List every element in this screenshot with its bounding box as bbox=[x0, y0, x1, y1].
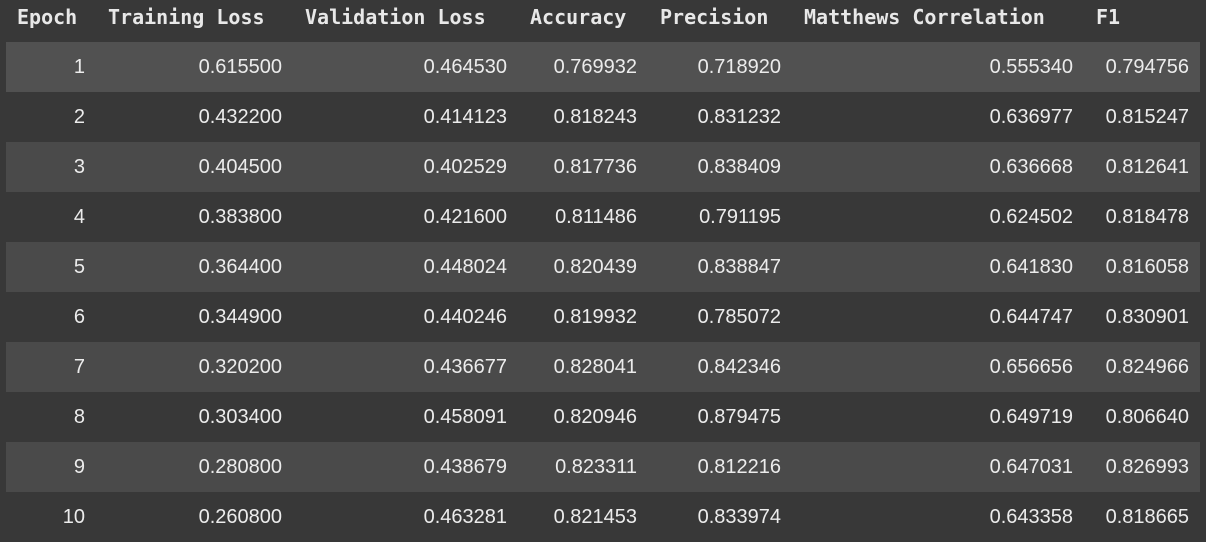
cell-f1: 0.818665 bbox=[1105, 506, 1189, 528]
cell-f1: 0.794756 bbox=[1105, 56, 1189, 78]
cell-epoch: 8 bbox=[73, 406, 85, 428]
cell-epoch: 4 bbox=[73, 206, 85, 228]
cell-accuracy: 0.817736 bbox=[553, 156, 637, 178]
cell-precision: 0.842346 bbox=[697, 356, 781, 378]
cell-precision: 0.718920 bbox=[697, 56, 781, 78]
cell-accuracy: 0.820946 bbox=[553, 406, 637, 428]
cell-matthews-correlation: 0.636668 bbox=[989, 156, 1073, 178]
cell-training-loss: 0.432200 bbox=[198, 106, 282, 128]
table-row: 9 0.280800 0.438679 0.823311 0.812216 0.64703… bbox=[6, 442, 1200, 492]
cell-epoch: 5 bbox=[73, 256, 85, 278]
table-row: 3 0.404500 0.402529 0.817736 0.838409 0.63666… bbox=[6, 142, 1200, 192]
cell-precision: 0.831232 bbox=[697, 106, 781, 128]
cell-f1: 0.826993 bbox=[1105, 456, 1189, 478]
cell-validation-loss: 0.464530 bbox=[423, 56, 507, 78]
cell-validation-loss: 0.448024 bbox=[423, 256, 507, 278]
table-row: 5 0.364400 0.448024 0.820439 0.838847 0.64183… bbox=[6, 242, 1200, 292]
table-header-row: Epoch Training Loss Validation Loss Accu… bbox=[0, 0, 1206, 36]
cell-precision: 0.833974 bbox=[697, 506, 781, 528]
column-header-epoch: Epoch bbox=[17, 5, 78, 29]
cell-epoch: 10 bbox=[62, 506, 85, 528]
cell-accuracy: 0.818243 bbox=[553, 106, 637, 128]
column-header-accuracy: Accuracy bbox=[530, 5, 627, 29]
cell-matthews-correlation: 0.641830 bbox=[989, 256, 1073, 278]
column-header-training-loss: Training Loss bbox=[108, 5, 265, 29]
column-header-validation-loss: Validation Loss bbox=[305, 5, 486, 29]
cell-f1: 0.812641 bbox=[1105, 156, 1189, 178]
table-row: 7 0.320200 0.436677 0.828041 0.842346 0.65665… bbox=[6, 342, 1200, 392]
table-row: 4 0.383800 0.421600 0.811486 0.791195 0.62450… bbox=[6, 192, 1200, 242]
cell-matthews-correlation: 0.636977 bbox=[989, 106, 1073, 128]
cell-epoch: 2 bbox=[73, 106, 85, 128]
column-header-f1: F1 bbox=[1096, 5, 1121, 29]
cell-f1: 0.806640 bbox=[1105, 406, 1189, 428]
table-row: 8 0.303400 0.458091 0.820946 0.879475 0.64971… bbox=[6, 392, 1200, 442]
cell-accuracy: 0.820439 bbox=[553, 256, 637, 278]
cell-training-loss: 0.280800 bbox=[198, 456, 282, 478]
cell-validation-loss: 0.438679 bbox=[423, 456, 507, 478]
table-row: 1 0.615500 0.464530 0.769932 0.718920 0.55534… bbox=[6, 42, 1200, 92]
cell-precision: 0.879475 bbox=[697, 406, 781, 428]
table-row: 10 0.260800 0.463281 0.821453 0.833974 0.6433… bbox=[6, 492, 1200, 542]
cell-matthews-correlation: 0.624502 bbox=[989, 206, 1073, 228]
cell-training-loss: 0.344900 bbox=[198, 306, 282, 328]
cell-precision: 0.785072 bbox=[697, 306, 781, 328]
cell-matthews-correlation: 0.656656 bbox=[989, 356, 1073, 378]
cell-training-loss: 0.260800 bbox=[198, 506, 282, 528]
cell-f1: 0.830901 bbox=[1105, 306, 1189, 328]
cell-accuracy: 0.819932 bbox=[553, 306, 637, 328]
cell-f1: 0.816058 bbox=[1105, 256, 1189, 278]
column-header-matthews-correlation: Matthews Correlation bbox=[804, 5, 1045, 29]
cell-validation-loss: 0.414123 bbox=[423, 106, 507, 128]
cell-training-loss: 0.615500 bbox=[198, 56, 282, 78]
cell-epoch: 6 bbox=[73, 306, 85, 328]
cell-epoch: 3 bbox=[73, 156, 85, 178]
table-row: 2 0.432200 0.414123 0.818243 0.831232 0.63697… bbox=[6, 92, 1200, 142]
cell-precision: 0.791195 bbox=[699, 206, 781, 228]
cell-precision: 0.812216 bbox=[697, 456, 781, 478]
cell-validation-loss: 0.402529 bbox=[423, 156, 507, 178]
cell-precision: 0.838847 bbox=[697, 256, 781, 278]
cell-training-loss: 0.320200 bbox=[198, 356, 282, 378]
cell-matthews-correlation: 0.644747 bbox=[989, 306, 1073, 328]
cell-accuracy: 0.823311 bbox=[555, 456, 637, 478]
cell-validation-loss: 0.458091 bbox=[423, 406, 507, 428]
cell-matthews-correlation: 0.643358 bbox=[989, 506, 1073, 528]
cell-epoch: 1 bbox=[73, 56, 85, 78]
table-row: 6 0.344900 0.440246 0.819932 0.785072 0.64474… bbox=[6, 292, 1200, 342]
cell-f1: 0.815247 bbox=[1105, 106, 1189, 128]
cell-epoch: 9 bbox=[73, 456, 85, 478]
cell-accuracy: 0.811486 bbox=[555, 206, 637, 228]
cell-validation-loss: 0.463281 bbox=[423, 506, 507, 528]
cell-epoch: 7 bbox=[73, 356, 85, 378]
cell-validation-loss: 0.421600 bbox=[423, 206, 507, 228]
column-header-precision: Precision bbox=[660, 5, 769, 29]
cell-precision: 0.838409 bbox=[697, 156, 781, 178]
cell-training-loss: 0.303400 bbox=[198, 406, 282, 428]
cell-training-loss: 0.383800 bbox=[198, 206, 282, 228]
cell-f1: 0.818478 bbox=[1105, 206, 1189, 228]
cell-matthews-correlation: 0.555340 bbox=[989, 56, 1073, 78]
cell-accuracy: 0.769932 bbox=[553, 56, 637, 78]
cell-validation-loss: 0.440246 bbox=[423, 306, 507, 328]
cell-matthews-correlation: 0.647031 bbox=[989, 456, 1073, 478]
cell-accuracy: 0.828041 bbox=[553, 356, 637, 378]
cell-validation-loss: 0.436677 bbox=[423, 356, 507, 378]
cell-training-loss: 0.364400 bbox=[198, 256, 282, 278]
cell-f1: 0.824966 bbox=[1105, 356, 1189, 378]
cell-matthews-correlation: 0.649719 bbox=[989, 406, 1073, 428]
cell-training-loss: 0.404500 bbox=[198, 156, 282, 178]
cell-accuracy: 0.821453 bbox=[553, 506, 637, 528]
